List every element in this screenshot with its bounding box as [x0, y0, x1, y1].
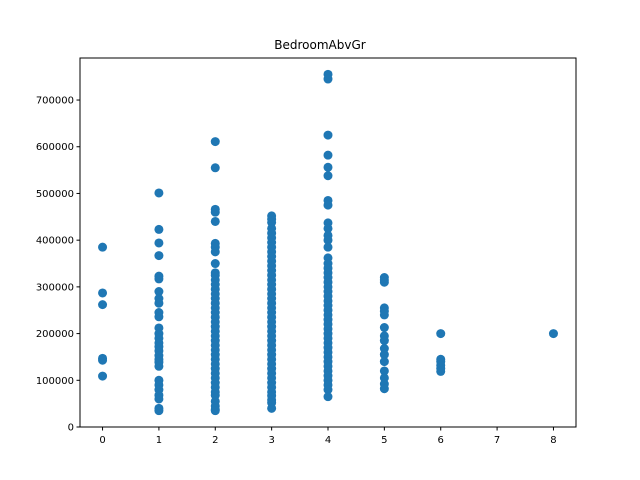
y-tick-label: 500000 — [36, 189, 74, 200]
data-point — [154, 274, 164, 284]
x-tick-label: 6 — [438, 435, 444, 446]
data-point — [548, 329, 558, 339]
data-point — [323, 200, 333, 210]
data-point — [210, 247, 220, 257]
data-point — [323, 162, 333, 172]
data-point — [98, 355, 108, 365]
y-tick-label: 100000 — [36, 376, 74, 387]
data-point — [98, 242, 108, 252]
chart-title: BedroomAbvGr — [274, 38, 366, 52]
y-tick-label: 700000 — [36, 96, 74, 107]
data-point — [436, 366, 446, 376]
data-point — [436, 329, 446, 339]
x-tick-label: 3 — [268, 435, 274, 446]
data-point — [154, 238, 164, 248]
x-tick-label: 5 — [381, 435, 387, 446]
data-point — [98, 288, 108, 298]
y-tick-label: 600000 — [36, 142, 74, 153]
data-point — [323, 385, 333, 395]
data-point — [323, 392, 333, 402]
data-point — [267, 403, 277, 413]
x-tick-label: 2 — [212, 435, 218, 446]
data-point — [323, 150, 333, 160]
data-point — [154, 361, 164, 371]
x-tick-label: 7 — [494, 435, 500, 446]
data-point — [379, 357, 389, 367]
data-point — [154, 406, 164, 416]
y-tick-label: 400000 — [36, 236, 74, 247]
data-point — [323, 242, 333, 252]
data-point — [323, 235, 333, 245]
points-layer — [98, 69, 558, 416]
x-tick-label: 4 — [325, 435, 331, 446]
data-point — [210, 216, 220, 226]
data-point — [154, 394, 164, 404]
data-point — [210, 137, 220, 147]
data-point — [98, 371, 108, 381]
data-point — [210, 406, 220, 416]
data-point — [210, 259, 220, 269]
data-point — [154, 312, 164, 322]
data-point — [98, 300, 108, 310]
x-axis: 0 1 2 3 4 5 6 7 8 — [99, 427, 557, 446]
data-point — [379, 350, 389, 360]
data-point — [323, 223, 333, 233]
x-tick-label: 8 — [550, 435, 556, 446]
data-point — [154, 298, 164, 308]
data-point — [379, 384, 389, 394]
plot-frame — [79, 57, 577, 428]
data-point — [210, 163, 220, 173]
y-tick-label: 300000 — [36, 282, 74, 293]
x-tick-label: 1 — [156, 435, 162, 446]
data-point — [323, 130, 333, 140]
data-point — [154, 251, 164, 261]
data-point — [210, 207, 220, 217]
data-point — [323, 74, 333, 84]
data-point — [323, 171, 333, 181]
y-tick-label: 200000 — [36, 329, 74, 340]
y-tick-label: 0 — [68, 423, 74, 434]
data-point — [379, 336, 389, 346]
data-point — [154, 224, 164, 234]
data-point — [154, 188, 164, 198]
y-axis: 0 100000 200000 300000 400000 500000 600000 700… — [36, 96, 80, 434]
data-point — [379, 366, 389, 376]
data-point — [379, 310, 389, 320]
data-point — [379, 323, 389, 333]
data-point — [379, 277, 389, 287]
x-tick-label: 0 — [99, 435, 105, 446]
data-point — [154, 287, 164, 297]
